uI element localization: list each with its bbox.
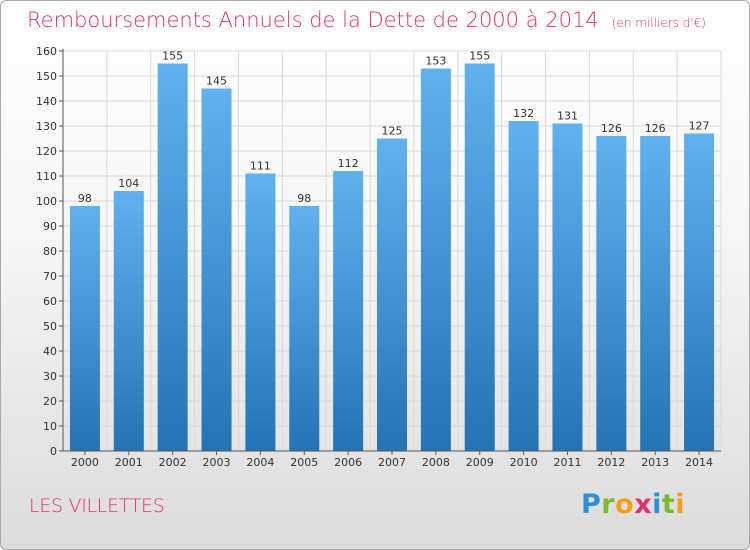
- data-label: 153: [425, 55, 446, 68]
- y-tick-label: 100: [36, 195, 57, 208]
- bars: [69, 63, 715, 451]
- bar: [464, 63, 495, 451]
- bar: [69, 206, 100, 451]
- logo-letter: x: [634, 489, 653, 520]
- x-tick-label: 2014: [685, 456, 713, 469]
- logo-letter: i: [675, 489, 686, 520]
- bar: [420, 68, 451, 451]
- y-tick-label: 120: [36, 145, 57, 158]
- x-tick-label: 2001: [115, 456, 143, 469]
- x-tick-label: 2002: [159, 456, 187, 469]
- data-label: 145: [206, 75, 227, 88]
- data-labels: 98 104 155 145 111 98 112 125 153 155 132 131 126 126…: [78, 50, 710, 206]
- x-tick-label: 2012: [597, 456, 625, 469]
- proxiti-logo: Proxiti: [581, 489, 685, 520]
- bar: [113, 191, 144, 451]
- x-tick-label: 2003: [203, 456, 231, 469]
- data-label: 98: [78, 192, 92, 205]
- y-tick-label: 40: [43, 345, 57, 358]
- data-label: 155: [162, 50, 183, 63]
- x-tick-label: 2000: [71, 456, 99, 469]
- chart-title: Remboursements Annuels de la Dette de 20…: [27, 8, 706, 32]
- x-tick-label: 2013: [641, 456, 669, 469]
- y-tick-label: 50: [43, 320, 57, 333]
- data-label: 98: [297, 192, 311, 205]
- y-tick-label: 160: [36, 45, 57, 58]
- logo-letter: o: [615, 489, 635, 520]
- y-tick-label: 60: [43, 295, 57, 308]
- y-tick-label: 80: [43, 245, 57, 258]
- x-tick-label: 2005: [290, 456, 318, 469]
- x-tick-label: 2009: [466, 456, 494, 469]
- y-tick-label: 110: [36, 170, 57, 183]
- bar: [157, 63, 188, 451]
- logo-letter: t: [661, 489, 676, 520]
- data-label: 111: [250, 160, 271, 173]
- chart-title-text: Remboursements Annuels de la Dette de 20…: [27, 8, 599, 32]
- x-tick-label: 2010: [510, 456, 538, 469]
- y-tick-label: 150: [36, 70, 57, 83]
- bar: [640, 136, 671, 451]
- data-label: 112: [338, 157, 359, 170]
- commune-name: LES VILLETTES: [29, 495, 165, 517]
- data-label: 126: [601, 122, 622, 135]
- x-tick-label: 2007: [378, 456, 406, 469]
- data-label: 125: [382, 125, 403, 138]
- data-label: 104: [118, 177, 139, 190]
- data-label: 126: [645, 122, 666, 135]
- bar: [377, 138, 407, 451]
- y-tick-label: 30: [43, 370, 57, 383]
- y-tick-label: 10: [43, 420, 57, 433]
- bar: [596, 136, 627, 451]
- data-label: 131: [557, 110, 578, 123]
- data-label: 132: [513, 107, 534, 120]
- y-tick-label: 90: [43, 220, 57, 233]
- x-tick-label: 2004: [246, 456, 274, 469]
- bar: [684, 133, 715, 451]
- x-tick-label: 2011: [553, 456, 581, 469]
- logo-letter: i: [652, 489, 662, 520]
- x-tick-label: 2006: [334, 456, 362, 469]
- y-tick-label: 20: [43, 395, 57, 408]
- y-tick-label: 130: [36, 120, 57, 133]
- data-label: 127: [689, 120, 710, 133]
- axes: 0 10 20 30 40 50 60 70 80 90 100 110 120 130 140 150 160…: [36, 45, 721, 469]
- bar: [201, 88, 232, 451]
- logo-letter: r: [601, 489, 616, 520]
- bar: [333, 171, 364, 451]
- bar: [508, 121, 539, 451]
- bar: [245, 173, 276, 451]
- y-tick-label: 70: [43, 270, 57, 283]
- logo-letter: P: [581, 489, 602, 520]
- bar: [289, 206, 320, 451]
- data-label: 155: [469, 50, 490, 63]
- x-tick-label: 2008: [422, 456, 450, 469]
- y-tick-label: 0: [50, 445, 57, 458]
- y-tick-label: 140: [36, 95, 57, 108]
- chart-unit-label: (en milliers d'€): [611, 16, 706, 30]
- bar: [552, 123, 583, 451]
